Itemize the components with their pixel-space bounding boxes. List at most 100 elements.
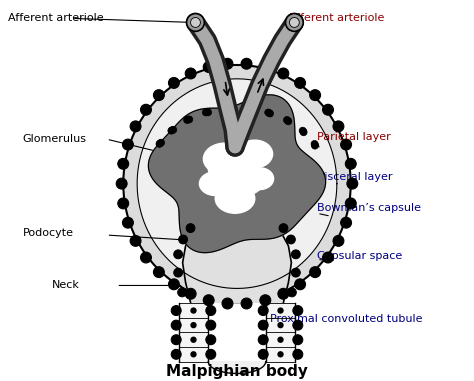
Ellipse shape [215, 184, 255, 213]
Circle shape [311, 141, 318, 147]
Circle shape [130, 121, 141, 132]
Circle shape [224, 105, 231, 112]
Ellipse shape [203, 143, 247, 175]
Ellipse shape [240, 160, 260, 178]
Text: Visceral layer: Visceral layer [317, 172, 392, 182]
Circle shape [323, 104, 334, 115]
Polygon shape [148, 95, 326, 253]
Circle shape [191, 18, 201, 27]
Circle shape [260, 62, 271, 72]
Circle shape [310, 90, 320, 101]
Circle shape [173, 250, 182, 259]
Circle shape [292, 250, 301, 259]
Circle shape [122, 139, 133, 150]
Polygon shape [265, 303, 295, 362]
Circle shape [311, 141, 319, 148]
Circle shape [116, 178, 127, 189]
Text: Glomerulus: Glomerulus [22, 134, 86, 144]
Ellipse shape [209, 159, 232, 179]
Circle shape [178, 288, 187, 297]
Circle shape [241, 298, 252, 309]
Text: Proximal convoluted tubule: Proximal convoluted tubule [270, 314, 422, 324]
Circle shape [191, 323, 196, 328]
Circle shape [285, 118, 292, 125]
Circle shape [283, 117, 291, 123]
Circle shape [122, 217, 133, 228]
Circle shape [341, 217, 352, 228]
Circle shape [278, 352, 283, 357]
Circle shape [278, 288, 289, 299]
Circle shape [191, 337, 196, 342]
Circle shape [156, 141, 163, 147]
Circle shape [203, 109, 210, 116]
Circle shape [169, 126, 176, 134]
Circle shape [293, 320, 303, 330]
Circle shape [299, 127, 306, 134]
Circle shape [168, 77, 179, 88]
Polygon shape [123, 65, 351, 302]
Circle shape [170, 126, 177, 133]
Circle shape [278, 68, 289, 79]
Text: Capsular space: Capsular space [317, 251, 402, 261]
Circle shape [295, 77, 306, 88]
Circle shape [266, 110, 273, 117]
Circle shape [222, 58, 233, 69]
Text: Parietal layer: Parietal layer [317, 132, 391, 142]
Ellipse shape [215, 161, 264, 197]
Circle shape [241, 58, 252, 69]
Circle shape [258, 306, 268, 315]
Circle shape [185, 288, 196, 299]
Circle shape [191, 308, 196, 313]
Circle shape [223, 105, 230, 112]
Circle shape [222, 298, 233, 309]
Circle shape [203, 62, 214, 72]
Circle shape [293, 349, 303, 359]
Circle shape [347, 178, 358, 189]
Circle shape [311, 142, 319, 149]
Circle shape [191, 352, 196, 357]
Circle shape [206, 306, 216, 315]
Circle shape [244, 105, 251, 112]
Text: Afferent arteriole: Afferent arteriole [8, 13, 103, 24]
Circle shape [185, 68, 196, 79]
Circle shape [186, 116, 193, 123]
Circle shape [293, 335, 303, 345]
Circle shape [264, 109, 272, 116]
Circle shape [118, 158, 128, 169]
Circle shape [290, 18, 299, 27]
Circle shape [287, 288, 296, 297]
Text: Efferent arteriole: Efferent arteriole [290, 13, 385, 24]
Circle shape [285, 14, 303, 31]
Circle shape [284, 117, 291, 124]
Circle shape [179, 235, 188, 244]
Circle shape [186, 224, 195, 232]
Circle shape [293, 306, 303, 315]
Circle shape [206, 320, 216, 330]
Circle shape [171, 306, 181, 315]
Circle shape [171, 320, 181, 330]
Circle shape [168, 127, 175, 134]
Circle shape [158, 139, 164, 146]
Circle shape [333, 235, 344, 246]
Text: Podocyte: Podocyte [22, 228, 73, 238]
Ellipse shape [246, 168, 273, 190]
Circle shape [168, 279, 179, 290]
Circle shape [310, 267, 320, 277]
Circle shape [130, 235, 141, 246]
Ellipse shape [200, 172, 231, 195]
Circle shape [173, 268, 182, 277]
Circle shape [157, 140, 164, 147]
Circle shape [202, 109, 210, 116]
Circle shape [185, 116, 191, 123]
Polygon shape [179, 303, 209, 362]
Circle shape [140, 252, 151, 263]
Circle shape [183, 117, 191, 123]
Polygon shape [137, 79, 337, 288]
Circle shape [118, 198, 128, 209]
Polygon shape [182, 223, 292, 302]
Circle shape [333, 121, 344, 132]
Circle shape [300, 129, 307, 136]
Circle shape [140, 104, 151, 115]
Circle shape [154, 267, 164, 277]
Text: Bowman’s capsule: Bowman’s capsule [317, 203, 421, 213]
